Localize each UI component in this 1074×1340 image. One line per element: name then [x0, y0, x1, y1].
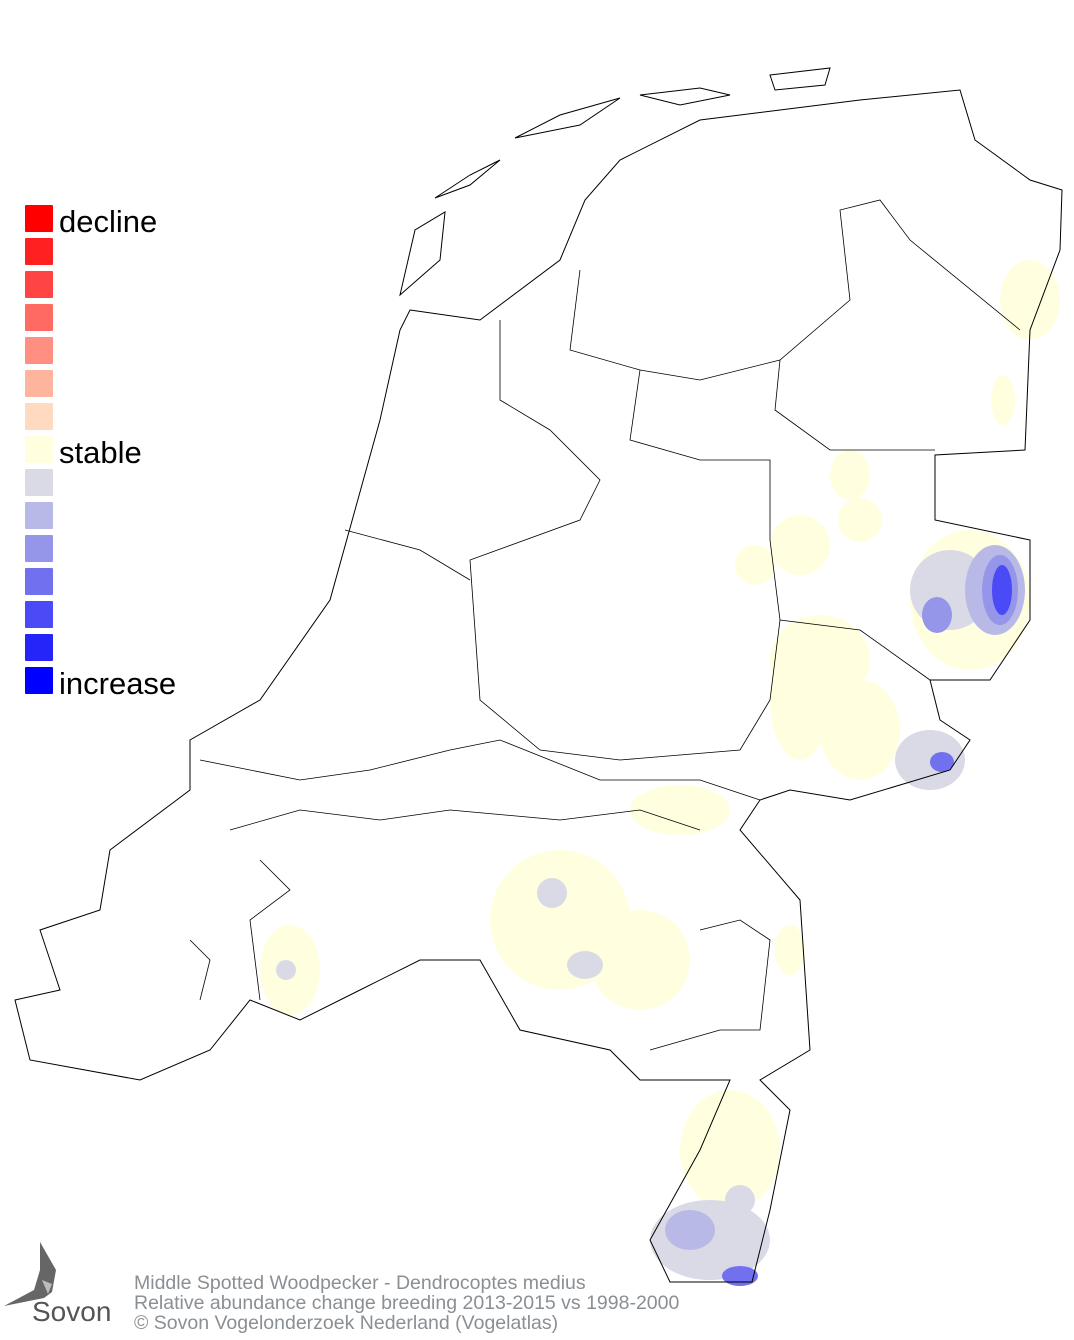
wadden-islands — [399, 67, 831, 297]
abundance-cell — [830, 450, 870, 500]
abundance-cell — [930, 752, 954, 772]
abundance-cell — [680, 1090, 780, 1210]
legend-swatch — [25, 568, 53, 595]
abundance-cell — [590, 910, 690, 1010]
abundance-cell — [895, 730, 965, 790]
abundance-cell — [838, 498, 882, 542]
abundance-cell — [922, 597, 952, 633]
abundance-cell — [991, 375, 1015, 425]
country-outline — [14, 89, 1063, 1283]
legend-swatch — [25, 535, 53, 562]
legend-swatch — [25, 634, 53, 661]
abundance-cell — [276, 960, 296, 980]
legend-swatch — [25, 667, 53, 694]
abundance-cell — [770, 515, 830, 575]
legend-swatch — [25, 469, 53, 496]
legend-swatch — [25, 502, 53, 529]
legend-swatch — [25, 271, 53, 298]
abundance-cell — [630, 785, 730, 835]
abundance-cell — [992, 565, 1012, 615]
legend-label-stable: stable — [59, 435, 142, 470]
legend-swatch — [25, 601, 53, 628]
legend-swatch — [25, 238, 53, 265]
legend-label-increase: increase — [59, 666, 177, 701]
abundance-cell — [537, 878, 567, 908]
abundance-cell — [725, 1185, 755, 1215]
species-title: Middle Spotted Woodpecker - Dendrocoptes… — [134, 1272, 586, 1294]
abundance-cell — [567, 951, 603, 979]
abundance-cell — [1000, 260, 1060, 340]
legend-label-decline: decline — [59, 204, 158, 239]
legend-swatch — [25, 436, 53, 463]
abundance-cell — [770, 640, 830, 760]
legend-swatch — [25, 370, 53, 397]
sovon-logo-text: Sovon — [32, 1296, 112, 1327]
map-caption: Middle Spotted Woodpecker - Dendrocoptes… — [134, 1273, 679, 1333]
abundance-change-cells — [260, 260, 1060, 1286]
abundance-cell — [820, 680, 900, 780]
copyright: © Sovon Vogelonderzoek Nederland (Vogela… — [134, 1312, 559, 1334]
legend-swatch — [25, 304, 53, 331]
abundance-cell — [775, 925, 805, 975]
abundance-cell — [735, 545, 775, 585]
map-subtitle: Relative abundance change breeding 2013-… — [134, 1292, 680, 1314]
province-borders — [189, 199, 1021, 1051]
legend-swatch — [25, 403, 53, 430]
sovon-swallow-logo — [4, 1242, 56, 1306]
legend-swatch — [25, 205, 53, 232]
abundance-cell — [665, 1210, 715, 1250]
abundance-cell — [722, 1266, 758, 1286]
legend-swatch — [25, 337, 53, 364]
